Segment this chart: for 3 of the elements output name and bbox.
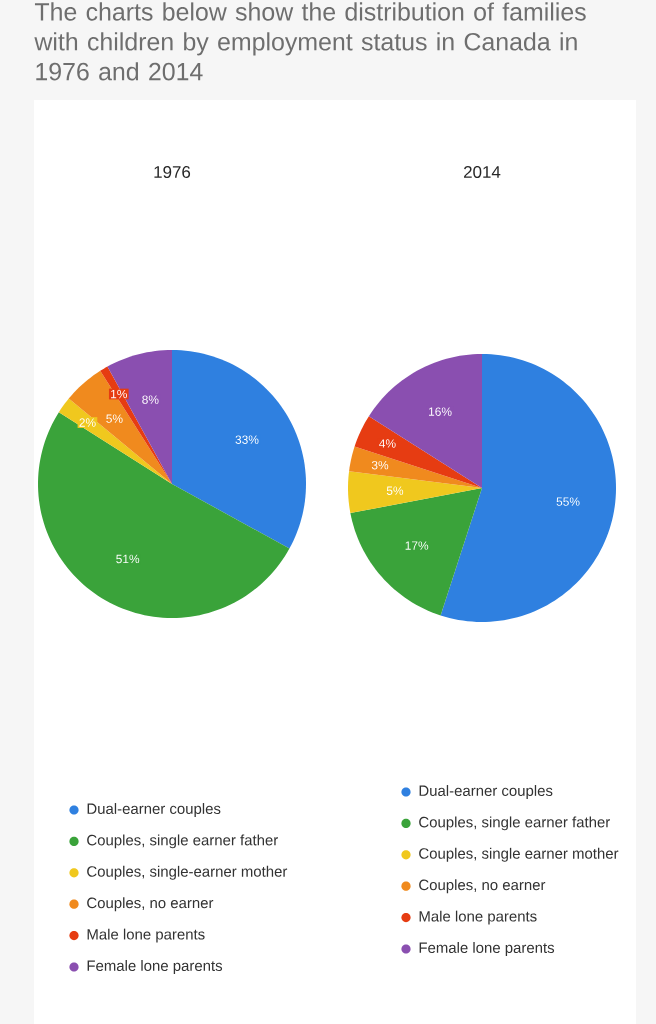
text: The charts below show the distribution of families with children by employment status in Canada in 1976 and 2014 <box>34 2 586 81</box>
chart-title: 2014 <box>464 166 501 178</box>
chart-title: 1976 <box>154 166 191 178</box>
